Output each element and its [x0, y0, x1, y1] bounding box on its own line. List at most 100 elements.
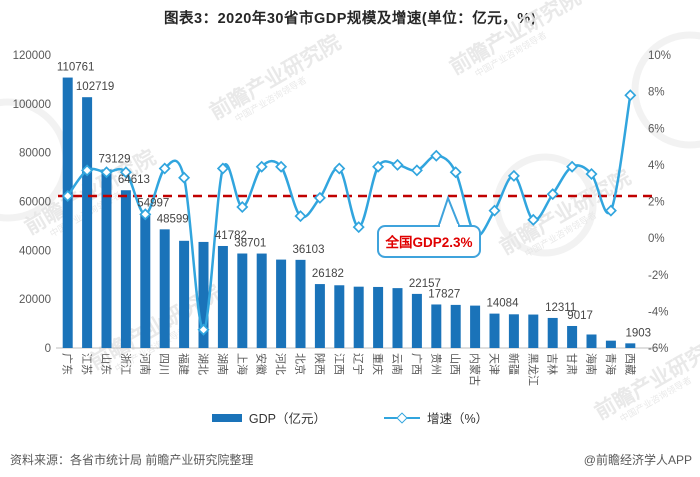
bar-label-贵州: 17827	[428, 288, 460, 300]
ytick-left-6: 0	[45, 343, 51, 355]
growth-point-新疆	[507, 169, 520, 182]
ytick-left-2: 80000	[19, 148, 51, 160]
xtick-海南: 海南	[585, 353, 599, 375]
ytick-right-2: 6%	[648, 123, 665, 135]
xtick-甘肃: 甘肃	[565, 353, 578, 375]
legend-item-gdp: GDP（亿元）	[211, 408, 326, 427]
growth-line-swatch-icon	[383, 411, 420, 424]
bar-吉林	[547, 317, 558, 348]
bar-label-湖南: 41782	[215, 230, 247, 242]
xtick-云南: 云南	[391, 353, 404, 375]
xtick-安徽: 安徽	[255, 353, 269, 375]
xtick-山西: 山西	[449, 353, 462, 375]
growth-point-四川	[158, 162, 171, 175]
bar-label-浙江: 64613	[118, 174, 150, 186]
ytick-left-1: 100000	[13, 99, 51, 111]
xtick-广东: 广东	[61, 353, 74, 375]
growth-point-河北	[275, 160, 288, 173]
bar-河北	[276, 259, 287, 348]
svg-text:前瞻产业研究院: 前瞻产业研究院	[446, 0, 585, 79]
xtick-辽宁: 辽宁	[352, 353, 366, 375]
bar-label-广西: 22157	[409, 278, 441, 290]
xtick-福建: 福建	[177, 353, 191, 375]
ytick-right-0: 10%	[648, 50, 671, 62]
growth-point-贵州	[430, 149, 443, 162]
xtick-内蒙古: 内蒙古	[468, 353, 482, 386]
growth-point-上海	[236, 200, 249, 214]
bar-西藏	[625, 343, 636, 348]
callout-label: 全国GDP2.3%	[384, 234, 472, 250]
ytick-right-6: -2%	[648, 270, 668, 282]
growth-point-江苏	[81, 164, 94, 177]
bar-label-陕西: 26182	[312, 268, 344, 280]
bar-陕西	[314, 284, 325, 348]
xtick-浙江: 浙江	[119, 353, 132, 375]
xtick-新疆: 新疆	[507, 353, 521, 375]
bar-安徽	[256, 253, 267, 348]
growth-point-陕西	[313, 191, 326, 204]
xtick-湖南: 湖南	[216, 353, 229, 375]
growth-point-湖南	[216, 162, 229, 175]
bar-四川	[159, 229, 170, 348]
bar-内蒙古	[470, 305, 481, 348]
xtick-西藏: 西藏	[623, 353, 636, 375]
ytick-right-5: 0%	[648, 233, 665, 245]
ytick-left-4: 40000	[19, 245, 51, 257]
bar-广西	[411, 293, 422, 348]
bar-甘肃	[567, 325, 578, 348]
xtick-北京: 北京	[294, 353, 308, 375]
bar-辽宁	[353, 286, 364, 348]
growth-point-吉林	[546, 188, 559, 201]
bar-河南	[140, 213, 151, 348]
bar-山东	[101, 169, 112, 348]
footer-source: 资料来源：各省市统计局 前瞻产业研究院整理	[10, 453, 254, 467]
bar-黑龙江	[528, 314, 539, 348]
bar-label-广东: 110761	[57, 62, 95, 74]
ytick-right-7: -4%	[648, 306, 668, 318]
growth-point-黑龙江	[527, 213, 540, 226]
bar-label-甘肃: 9017	[567, 310, 593, 322]
bar-新疆	[508, 314, 519, 348]
growth-point-青海	[604, 204, 617, 217]
xtick-山东: 山东	[100, 353, 113, 375]
growth-point-西藏	[624, 89, 637, 102]
growth-point-天津	[488, 204, 501, 217]
growth-point-福建	[178, 171, 191, 184]
bar-label-河南: 54997	[137, 198, 169, 210]
growth-point-云南	[391, 158, 404, 171]
xtick-天津: 天津	[488, 353, 501, 375]
bar-广东	[62, 77, 73, 348]
bar-重庆	[373, 286, 384, 348]
chart-title: 图表3：2020年30省市GDP规模及增速(单位：亿元，%)	[164, 11, 536, 27]
bar-浙江	[120, 190, 131, 348]
bar-label-四川: 48599	[157, 213, 189, 225]
bar-海南	[586, 334, 597, 348]
growth-point-辽宁	[352, 221, 365, 234]
footer-credit: @前瞻经济学人APP	[583, 453, 692, 467]
growth-point-山东	[100, 166, 113, 179]
xtick-重庆: 重庆	[371, 353, 385, 375]
bar-云南	[392, 288, 403, 348]
bar-湖南	[217, 245, 228, 348]
xtick-青海: 青海	[604, 353, 618, 375]
bar-湖北	[198, 241, 209, 348]
growth-point-广西	[410, 164, 423, 177]
xtick-四川: 四川	[158, 353, 170, 375]
ytick-left-3: 60000	[19, 197, 51, 209]
ytick-left-5: 20000	[19, 294, 51, 306]
growth-point-安徽	[255, 160, 268, 173]
legend-label-growth: 增速（%）	[426, 412, 489, 426]
bar-label-北京: 36103	[293, 244, 325, 256]
xtick-黑龙江: 黑龙江	[526, 353, 539, 386]
bar-北京	[295, 259, 306, 348]
bar-label-天津: 14084	[487, 298, 520, 310]
ytick-right-1: 8%	[648, 87, 665, 99]
xtick-江苏: 江苏	[80, 353, 93, 375]
bar-label-吉林: 12311	[545, 302, 576, 314]
growth-point-湖北	[197, 323, 210, 336]
xtick-江西: 江西	[332, 353, 345, 375]
bar-天津	[489, 313, 500, 348]
